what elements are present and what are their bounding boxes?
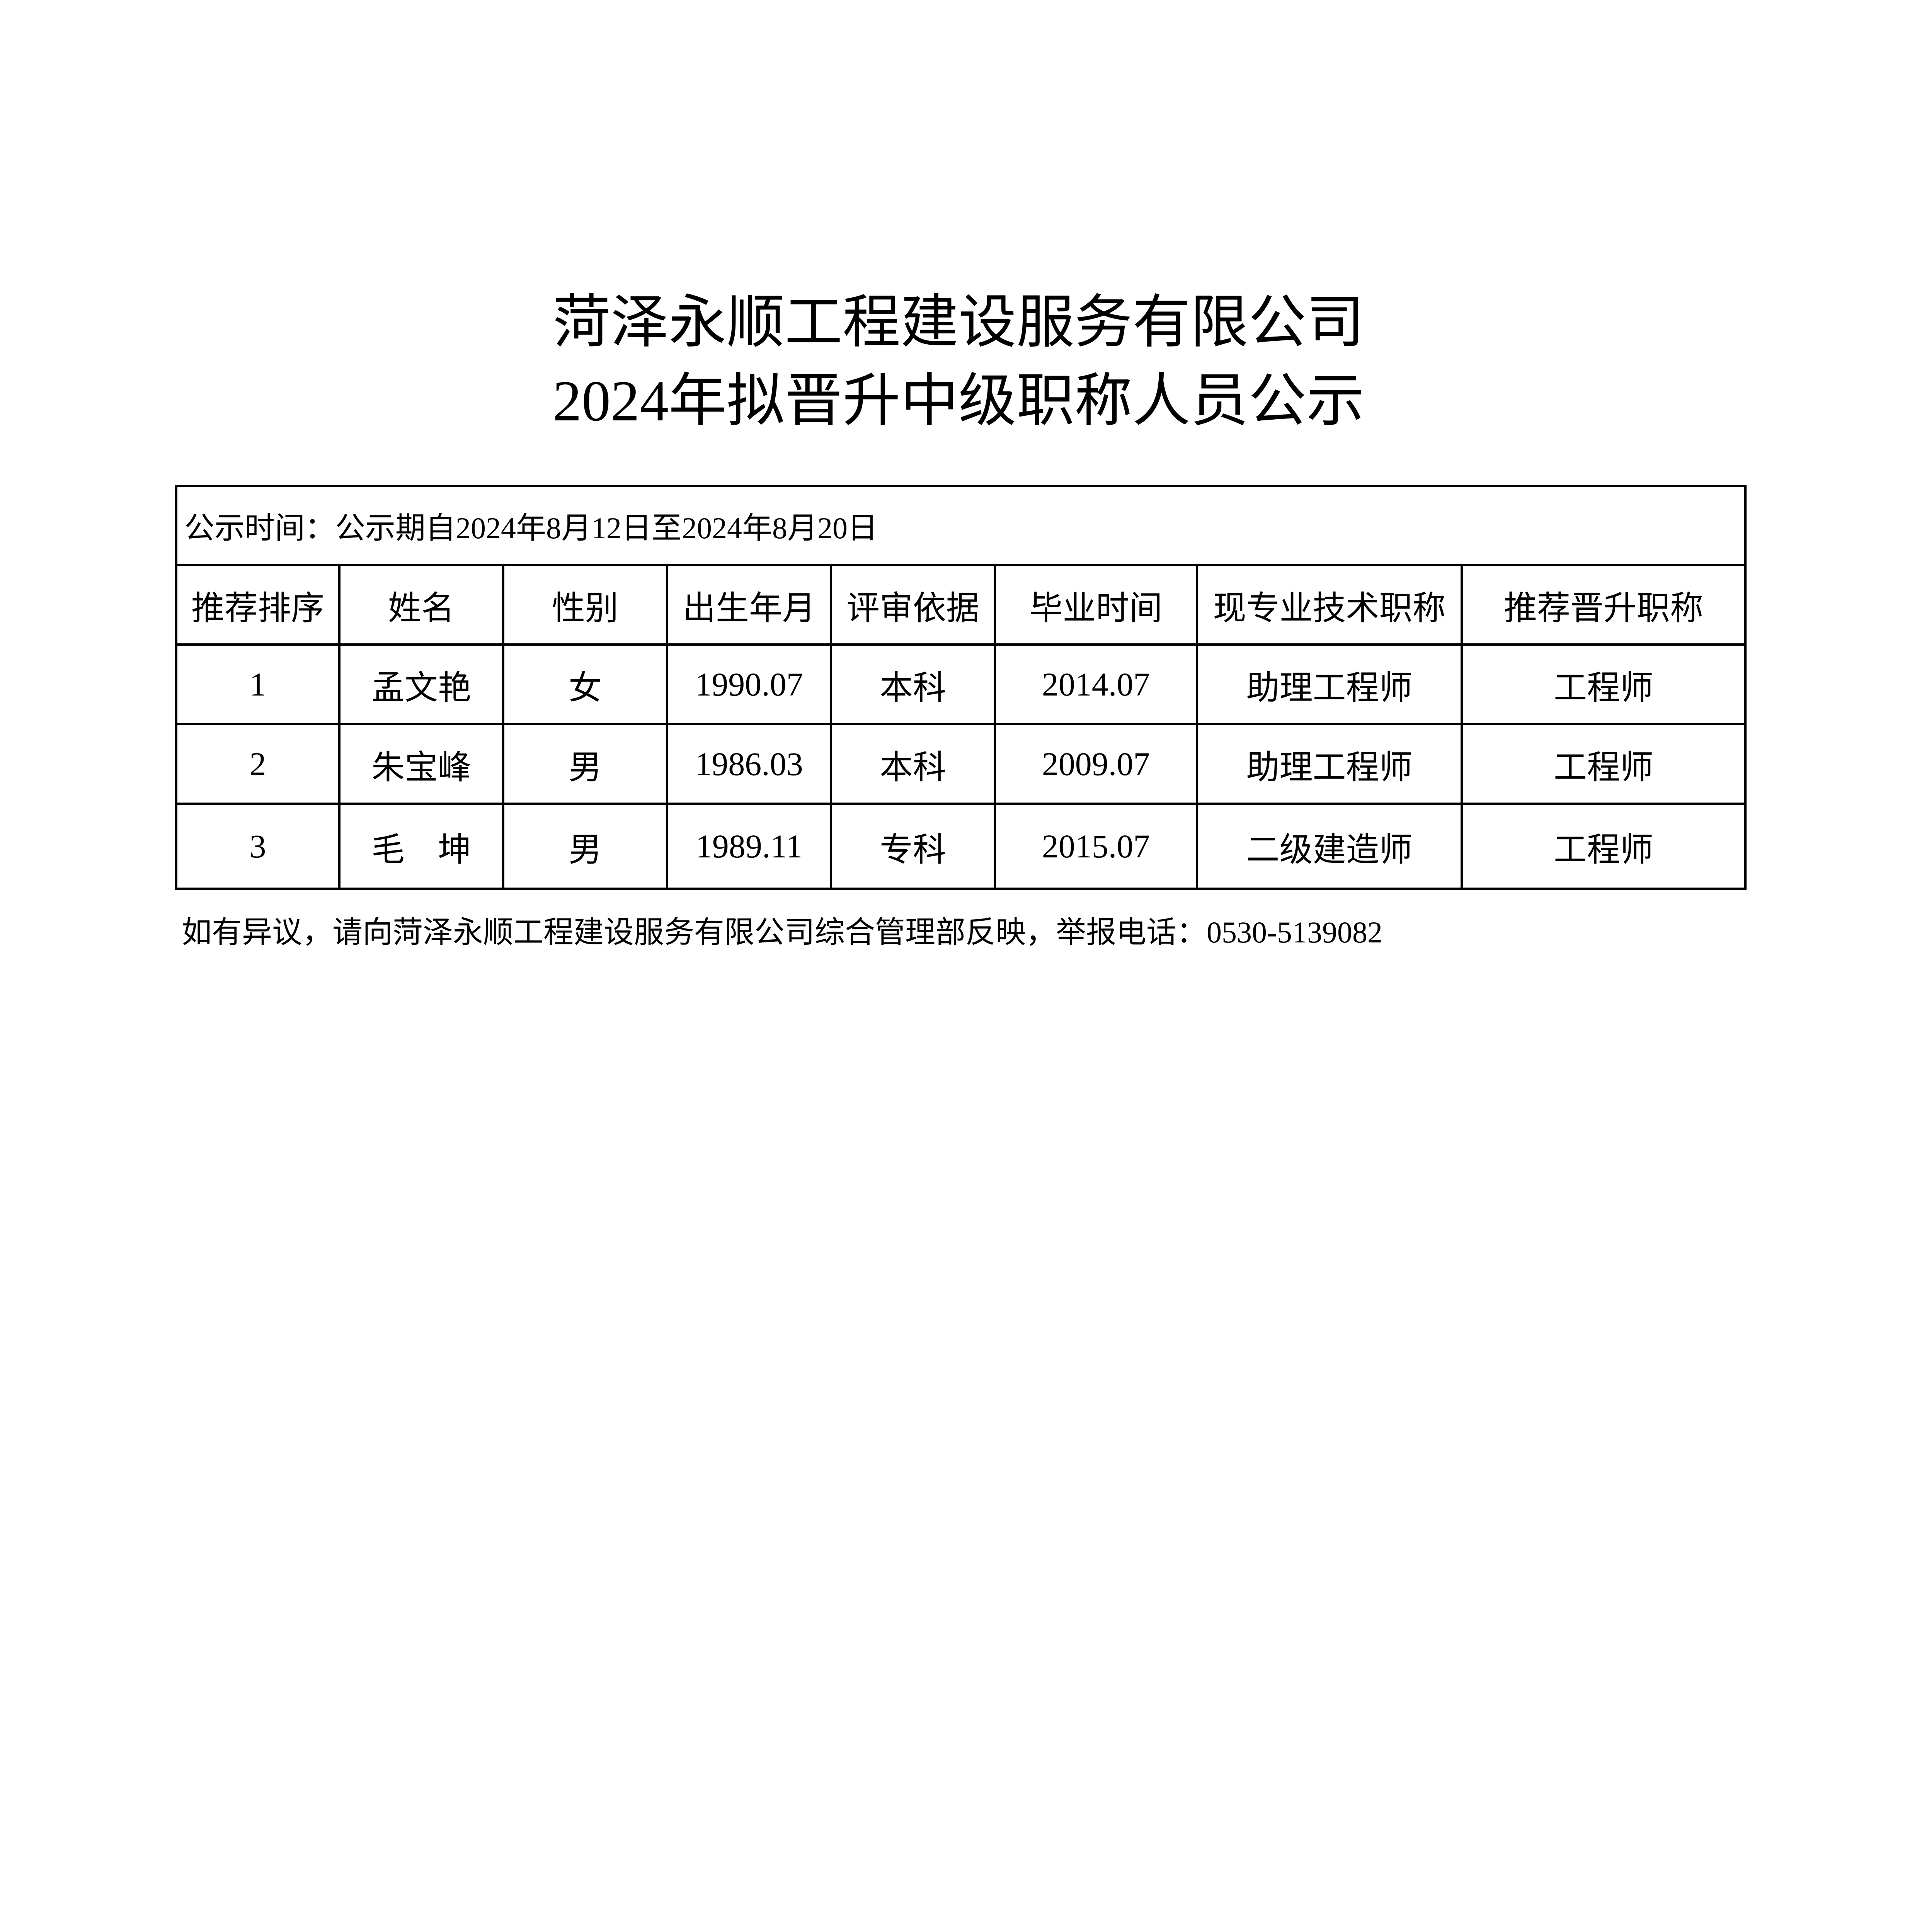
cell-basis: 本科 — [830, 643, 996, 725]
document-title-subject: 2024年拟晋升中级职称人员公示 — [552, 369, 1364, 433]
cell-basis: 专科 — [830, 803, 996, 890]
header-cell: 毕业时间 — [994, 564, 1198, 646]
cell-gender: 男 — [502, 723, 668, 805]
cell-rank: 1 — [175, 643, 340, 725]
cell-name: 朱宝峰 — [338, 723, 504, 805]
table-header-row: 推荐排序 姓名 性别 出生年月 评审依据 毕业时间 现专业技术职称 推荐晋升职称 — [175, 564, 1747, 646]
cell-gender: 男 — [502, 803, 668, 890]
cell-basis: 本科 — [830, 723, 996, 805]
cell-graduation: 2009.07 — [994, 723, 1198, 805]
header-cell: 现专业技术职称 — [1196, 564, 1463, 646]
header-cell: 评审依据 — [830, 564, 996, 646]
header-cell: 推荐晋升职称 — [1460, 564, 1747, 646]
table-row: 1 孟文艳 女 1990.07 本科 2014.07 助理工程师 工程师 — [175, 643, 1747, 725]
cell-graduation: 2014.07 — [994, 643, 1198, 725]
header-cell: 出生年月 — [666, 564, 832, 646]
cell-current-title: 助理工程师 — [1196, 723, 1463, 805]
table-row: 2 朱宝峰 男 1986.03 本科 2009.07 助理工程师 工程师 — [175, 723, 1747, 805]
cell-promoted-title: 工程师 — [1460, 803, 1747, 890]
document-title-company: 菏泽永顺工程建设服务有限公司 — [552, 291, 1364, 355]
cell-name: 毛 坤 — [338, 803, 504, 890]
cell-promoted-title: 工程师 — [1460, 643, 1747, 725]
candidates-table: 公示时间：公示期自2024年8月12日至2024年8月20日 推荐排序 姓名 性… — [175, 485, 1747, 890]
header-cell: 性别 — [502, 564, 668, 646]
cell-birth: 1990.07 — [666, 643, 832, 725]
cell-gender: 女 — [502, 643, 668, 725]
header-cell: 姓名 — [338, 564, 504, 646]
cell-birth: 1989.11 — [666, 803, 832, 890]
cell-name: 孟文艳 — [338, 643, 504, 725]
cell-promoted-title: 工程师 — [1460, 723, 1747, 805]
header-cell: 推荐排序 — [175, 564, 340, 646]
cell-current-title: 二级建造师 — [1196, 803, 1463, 890]
table-row: 3 毛 坤 男 1989.11 专科 2015.07 二级建造师 工程师 — [175, 803, 1747, 890]
cell-rank: 3 — [175, 803, 340, 890]
cell-current-title: 助理工程师 — [1196, 643, 1463, 725]
cell-birth: 1986.03 — [666, 723, 832, 805]
notice-period: 公示时间：公示期自2024年8月12日至2024年8月20日 — [175, 485, 1747, 566]
cell-graduation: 2015.07 — [994, 803, 1198, 890]
cell-rank: 2 — [175, 723, 340, 805]
objection-contact-note: 如有异议，请向菏泽永顺工程建设服务有限公司综合管理部反映，举报电话：0530-5… — [182, 915, 1382, 949]
